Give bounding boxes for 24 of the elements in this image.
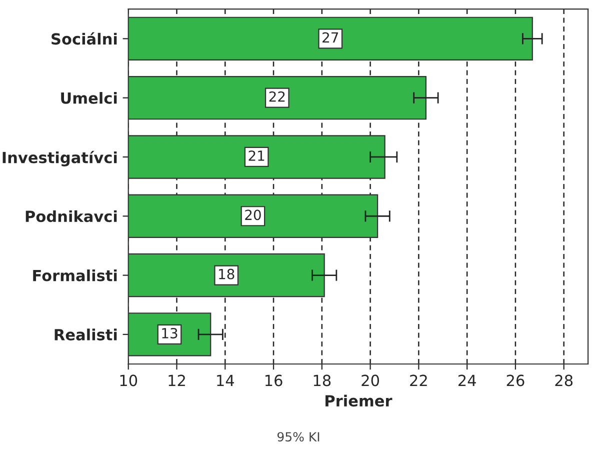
- data-label: 21: [248, 150, 264, 161]
- x-tick-label: 24: [458, 374, 476, 386]
- y-tick-label: Podnikavci: [26, 210, 117, 222]
- data-label: 27: [322, 32, 338, 43]
- x-tick-label: 16: [265, 374, 282, 386]
- y-tick-label: Sociálni: [52, 32, 117, 45]
- x-tick-label: 12: [168, 374, 185, 386]
- data-label: 13: [162, 328, 178, 338]
- data-label: 18: [219, 268, 234, 280]
- x-tick-label: 18: [314, 374, 331, 386]
- y-tick-label: Umelci: [61, 92, 117, 104]
- x-tick-label: 22: [410, 374, 427, 386]
- x-tick-label: 14: [217, 374, 234, 386]
- y-tick-label: Formalisti: [33, 269, 117, 282]
- x-tick-label: 26: [506, 374, 524, 386]
- x-tick-label: 28: [555, 374, 573, 386]
- data-label: 20: [245, 210, 261, 220]
- text: 95% KI: [277, 432, 320, 442]
- x-tick-label: 10: [120, 374, 138, 386]
- y-tick-label: Investigatívci: [2, 150, 117, 166]
- x-tick-label: 20: [362, 374, 380, 386]
- x-axis-title: Priemer: [326, 394, 392, 407]
- data-label: 22: [269, 91, 285, 102]
- y-tick-label: Realisti: [54, 328, 117, 340]
